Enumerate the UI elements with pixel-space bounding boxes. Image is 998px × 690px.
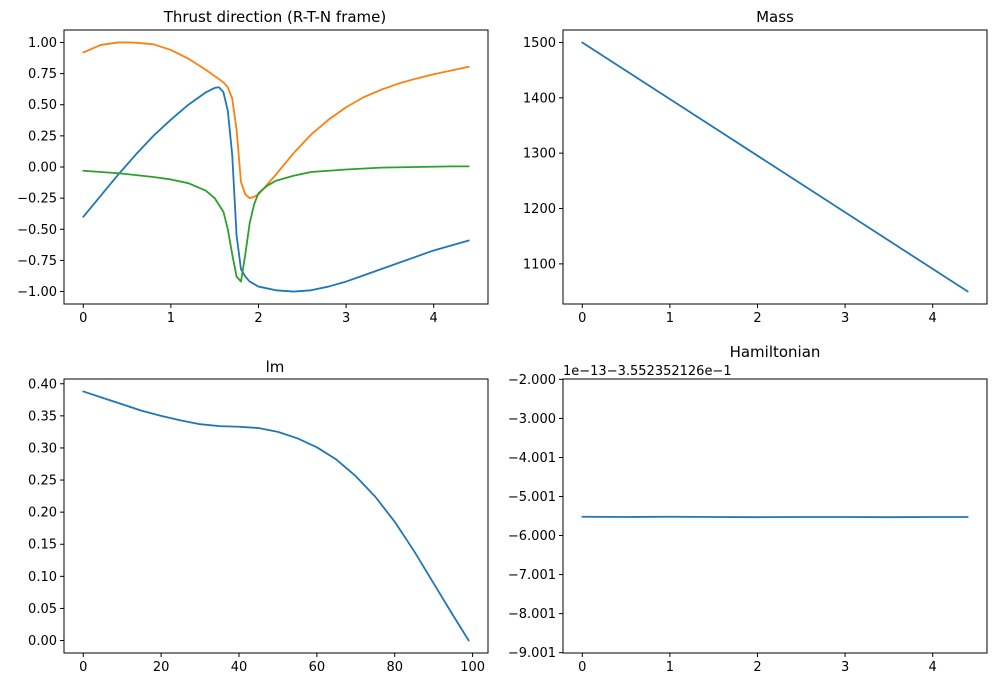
mass-xtick-label: 2 (753, 311, 761, 326)
mass-ytick-label: 1200 (523, 202, 556, 217)
thrust-ytick-label: 0.00 (28, 161, 57, 176)
hamiltonian-ytick-label: −2.000 (508, 373, 556, 388)
lm-ytick-label: 0.40 (28, 377, 57, 392)
mass-ytick-label: 1500 (523, 36, 556, 51)
hamiltonian-xtick-label: 3 (841, 660, 849, 675)
mass-ytick-label: 1400 (523, 91, 556, 106)
thrust-xtick-label: 1 (167, 311, 175, 326)
panel-hamiltonian: Hamiltonian 1e−13−3.552352126e−1 0 1 2 3 4 −2… (508, 343, 988, 675)
lm-ytick-label: 0.15 (28, 538, 57, 553)
hamiltonian-axes-frame (562, 378, 988, 654)
lm-xtick-label: 0 (79, 660, 87, 675)
mass-xtick-label: 3 (841, 311, 849, 326)
hamiltonian-ytick-label: −4.001 (508, 451, 556, 466)
thrust-xtick-label: 2 (254, 311, 262, 326)
hamiltonian-ytick-label: −5.001 (508, 490, 556, 505)
mass-xtick-label: 1 (666, 311, 674, 326)
lm-xtick-label: 60 (309, 660, 326, 675)
hamiltonian-xtick-label: 4 (929, 660, 937, 675)
thrust-xtick-label: 4 (430, 311, 438, 326)
panel-hamiltonian-title: Hamiltonian (730, 343, 821, 361)
thrust-ytick-label: 1.00 (28, 36, 57, 51)
lm-ytick-label: 0.20 (28, 506, 57, 521)
thrust-ytick-label: 0.75 (28, 67, 57, 82)
hamiltonian-ytick-label: −6.000 (508, 529, 556, 544)
lm-xtick-label: 20 (153, 660, 170, 675)
thrust-ytick-label: −0.75 (17, 254, 57, 269)
lm-xtick-label: 100 (460, 660, 485, 675)
lm-ytick-label: 0.35 (28, 409, 57, 424)
lm-series-0-line (82, 390, 470, 642)
hamiltonian-xtick-label: 1 (666, 660, 674, 675)
lm-ytick-label: 0.30 (28, 441, 57, 456)
hamiltonian-ytick-label: −3.000 (508, 412, 556, 427)
lm-ytick-label: 0.00 (28, 634, 57, 649)
lm-ytick-label: 0.25 (28, 474, 57, 489)
lm-axes-frame (63, 378, 489, 654)
hamiltonian-xtick-label: 0 (578, 660, 586, 675)
thrust-ytick-label: −1.00 (17, 285, 57, 300)
thrust-series-2-line (82, 165, 470, 283)
panel-mass-title: Mass (756, 8, 794, 26)
lm-xtick-label: 40 (231, 660, 248, 675)
hamiltonian-ytick-label: −8.001 (508, 607, 556, 622)
panel-lm: lm 0 20 40 60 80 100 0.40 0.35 0.30 0.25 0.20 0.15 0… (28, 358, 489, 675)
mass-ytick-label: 1300 (523, 147, 556, 162)
mass-series-0-line (581, 41, 969, 293)
mass-ytick-label: 1100 (523, 257, 556, 272)
thrust-series-1-line (82, 41, 470, 200)
hamiltonian-ytick-label: −9.001 (508, 646, 556, 661)
panel-hamiltonian-offset-label: 1e−13−3.552352126e−1 (563, 364, 732, 379)
thrust-xtick-label: 3 (342, 311, 350, 326)
panel-thrust: Thrust direction (R-T-N frame) 0 1 2 3 4 1.00… (17, 8, 489, 326)
thrust-ytick-label: −0.50 (17, 223, 57, 238)
hamiltonian-xtick-label: 2 (753, 660, 761, 675)
mass-xtick-label: 4 (929, 311, 937, 326)
thrust-ytick-label: 0.25 (28, 129, 57, 144)
thrust-xtick-label: 0 (79, 311, 87, 326)
lm-ytick-label: 0.05 (28, 602, 57, 617)
lm-xtick-label: 80 (386, 660, 403, 675)
lm-ytick-label: 0.10 (28, 570, 57, 585)
panel-mass: Mass 0 1 2 3 4 1500 1400 1300 1200 1100 (523, 8, 988, 326)
panel-thrust-title: Thrust direction (R-T-N frame) (163, 8, 387, 26)
hamiltonian-ytick-label: −7.001 (508, 568, 556, 583)
thrust-ytick-label: −0.25 (17, 192, 57, 207)
thrust-ytick-label: 0.50 (28, 98, 57, 113)
mass-xtick-label: 0 (578, 311, 586, 326)
panel-lm-title: lm (266, 358, 285, 376)
mass-axes-frame (562, 29, 988, 305)
